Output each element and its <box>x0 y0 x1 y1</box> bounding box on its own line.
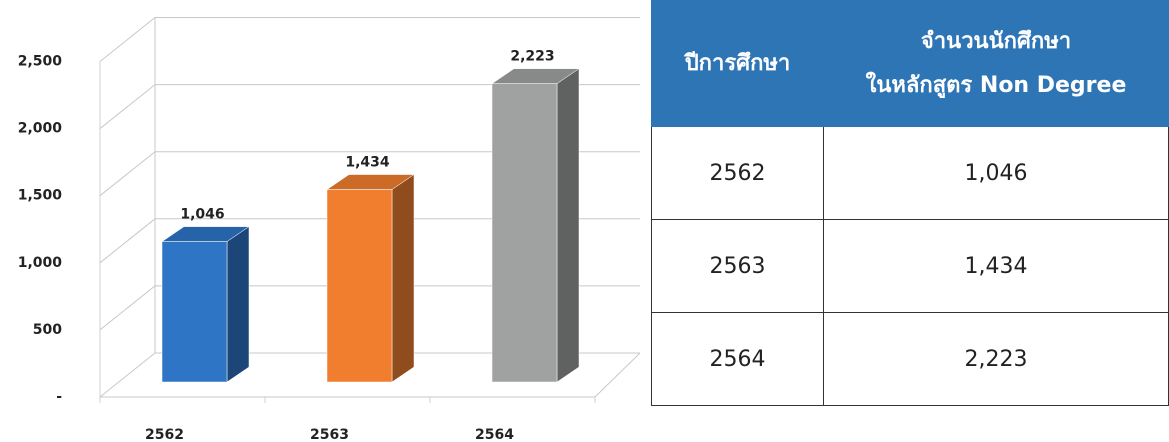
header-cell: จำนวนนักศึกษาในหลักสูตร Non Degree <box>823 0 1169 127</box>
bar-side <box>226 226 250 383</box>
value-label: 1,434 <box>345 155 390 171</box>
cell: 2564 <box>651 312 824 406</box>
grid-line <box>99 84 640 129</box>
cell: 2563 <box>651 219 824 313</box>
grid-line <box>99 218 640 264</box>
y-tick-label: 1,500 <box>18 188 63 204</box>
bar-side <box>556 68 580 383</box>
row: 2562 1,046 <box>651 126 1169 220</box>
header-row: ปีการศึกษา จำนวนนักศึกษาในหลักสูตร Non D… <box>651 0 1169 127</box>
x-tick-label: 2563 <box>310 427 349 442</box>
x-tick-label: 2564 <box>475 427 514 442</box>
y-tick-label: 2,500 <box>18 54 63 70</box>
bar <box>326 189 393 383</box>
cell: 1,046 <box>823 126 1169 220</box>
bar <box>491 83 558 383</box>
grid-line <box>99 17 640 62</box>
bar-side <box>391 174 415 383</box>
value-label: 2,223 <box>510 49 554 65</box>
chart: - 500 1,000 1,500 2,000 2,500 2562 1,046 2563 1,4… <box>18 17 641 442</box>
x-tick-label: 2562 <box>145 427 184 442</box>
row: 2564 2,223 <box>651 312 1169 406</box>
header-line: จำนวนนักศึกษา <box>920 28 1072 54</box>
cell: 1,434 <box>823 219 1169 313</box>
bar <box>161 241 228 383</box>
grid-line <box>99 151 640 197</box>
value-label: 1,046 <box>180 207 224 223</box>
row: 2563 1,434 <box>651 219 1169 313</box>
y-tick-label: 1,000 <box>18 255 63 271</box>
grid-line <box>99 352 640 398</box>
grid-line <box>99 285 640 331</box>
header-cell: ปีการศึกษา <box>651 0 824 127</box>
cell: 2562 <box>651 126 824 220</box>
y-tick-label: 2,000 <box>18 121 63 137</box>
data-table: ปีการศึกษา จำนวนนักศึกษาในหลักสูตร Non D… <box>651 0 1169 406</box>
y-tick-label: - <box>56 389 62 405</box>
floor-right <box>594 352 641 398</box>
header-line: ในหลักสูตร Non Degree <box>865 72 1127 98</box>
y-tick-label: 500 <box>33 322 62 338</box>
cell: 2,223 <box>823 312 1169 406</box>
